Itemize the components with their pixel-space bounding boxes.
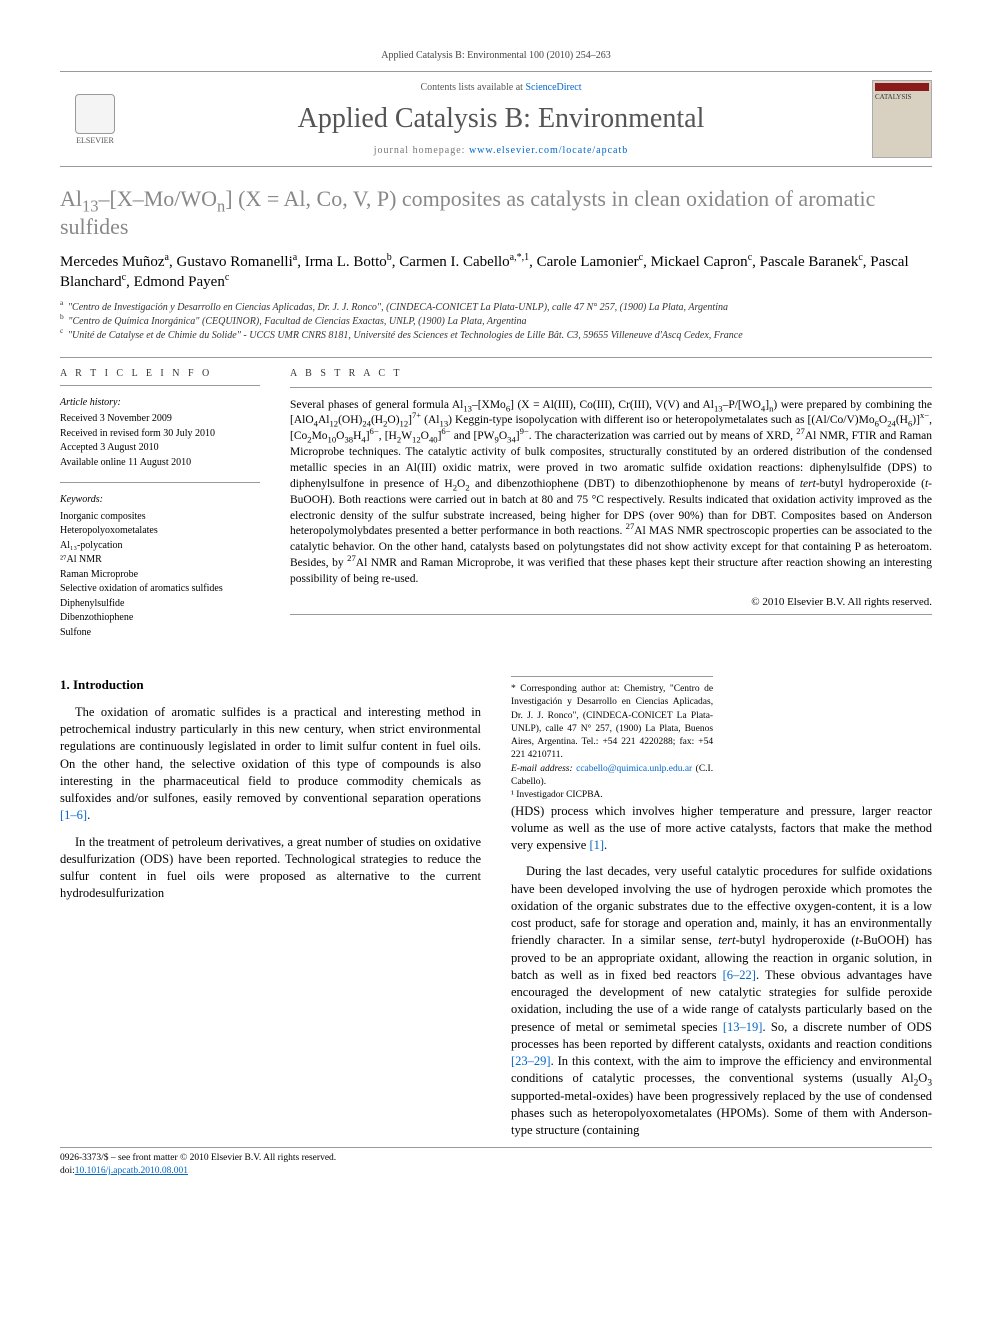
elsevier-tree-icon [75, 94, 115, 134]
doi-line: doi:10.1016/j.apcatb.2010.08.001 [60, 1165, 932, 1178]
homepage-link[interactable]: www.elsevier.com/locate/apcatb [469, 145, 628, 156]
keyword: Dibenzothiophene [60, 611, 260, 626]
abstract-copyright: © 2010 Elsevier B.V. All rights reserved… [290, 596, 932, 608]
affiliations: a "Centro de Investigación y Desarrollo … [60, 301, 932, 343]
footnote-1: ¹ Investigador CICPBA. [511, 789, 713, 802]
footer-bar: 0926-3373/$ – see front matter © 2010 El… [60, 1147, 932, 1178]
body-paragraph: (HDS) process which involves higher temp… [511, 803, 932, 855]
history-received: Received 3 November 2009 [60, 412, 260, 427]
article-history: Article history: Received 3 November 200… [60, 396, 260, 471]
history-revised: Received in revised form 30 July 2010 [60, 427, 260, 442]
article-info-column: A R T I C L E I N F O Article history: R… [60, 368, 260, 653]
sciencedirect-link[interactable]: ScienceDirect [525, 82, 581, 93]
keyword: Sulfone [60, 626, 260, 641]
info-abstract-row: A R T I C L E I N F O Article history: R… [60, 368, 932, 653]
abstract-column: A B S T R A C T Several phases of genera… [290, 368, 932, 653]
doi-link[interactable]: 10.1016/j.apcatb.2010.08.001 [75, 1166, 188, 1176]
body-paragraph: In the treatment of petroleum derivative… [60, 834, 481, 903]
article-info-heading: A R T I C L E I N F O [60, 368, 260, 379]
authors-line: Mercedes Muñoza, Gustavo Romanellia, Irm… [60, 252, 932, 293]
body-two-column: 1. Introduction The oxidation of aromati… [60, 676, 932, 1139]
body-paragraph: The oxidation of aromatic sulfides is a … [60, 704, 481, 825]
homepage-prefix: journal homepage: [374, 145, 469, 156]
issn-line: 0926-3373/$ – see front matter © 2010 El… [60, 1152, 932, 1165]
affiliation-b: b "Centro de Química Inorgánica" (CEQUIN… [60, 315, 932, 329]
contents-prefix: Contents lists available at [420, 82, 525, 93]
section-1-heading: 1. Introduction [60, 676, 481, 694]
elsevier-logo: ELSEVIER [60, 84, 130, 154]
rule-info-2 [60, 482, 260, 483]
journal-banner: ELSEVIER Contents lists available at Sci… [60, 71, 932, 167]
journal-cover-thumbnail: CATALYSIS [872, 80, 932, 158]
history-accepted: Accepted 3 August 2010 [60, 441, 260, 456]
keyword: Heteropolyoxometalates [60, 524, 260, 539]
author-email-link[interactable]: ccabello@quimica.unlp.edu.ar [576, 764, 692, 774]
cover-word: CATALYSIS [875, 93, 911, 101]
elsevier-label: ELSEVIER [76, 136, 114, 145]
banner-center: Contents lists available at ScienceDirec… [130, 82, 872, 156]
rule-abstract [290, 387, 932, 388]
journal-name: Applied Catalysis B: Environmental [130, 103, 872, 135]
keyword: Al₁₃-polycation [60, 539, 260, 554]
rule-above-info [60, 357, 932, 358]
affiliation-c: c "Unité de Catalyse et de Chimie du Sol… [60, 329, 932, 343]
homepage-line: journal homepage: www.elsevier.com/locat… [130, 145, 872, 156]
rule-info-1 [60, 385, 260, 386]
email-label: E-mail address: [511, 764, 573, 774]
keyword: Selective oxidation of aromatics sulfide… [60, 582, 260, 597]
footnotes: * Corresponding author at: Chemistry, "C… [511, 676, 713, 803]
cover-band [875, 83, 929, 91]
contents-available-line: Contents lists available at ScienceDirec… [130, 82, 872, 93]
keyword: Raman Microprobe [60, 568, 260, 583]
doi-label: doi: [60, 1166, 75, 1176]
running-citation: Applied Catalysis B: Environmental 100 (… [60, 50, 932, 61]
email-line: E-mail address: ccabello@quimica.unlp.ed… [511, 763, 713, 790]
keywords-block: Keywords: Inorganic composites Heteropol… [60, 493, 260, 640]
keywords-heading: Keywords: [60, 493, 260, 508]
affiliation-a: a "Centro de Investigación y Desarrollo … [60, 301, 932, 315]
abstract-heading: A B S T R A C T [290, 368, 932, 379]
keyword: ²⁷Al NMR [60, 553, 260, 568]
corresponding-author-note: * Corresponding author at: Chemistry, "C… [511, 683, 713, 763]
rule-below-abstract [290, 614, 932, 615]
keyword: Inorganic composites [60, 510, 260, 525]
abstract-text: Several phases of general formula Al13–[… [290, 398, 932, 588]
article-title: Al13–[X–Mo/WOn] (X = Al, Co, V, P) compo… [60, 185, 932, 240]
keywords-list: Inorganic composites Heteropolyoxometala… [60, 510, 260, 641]
page: Applied Catalysis B: Environmental 100 (… [0, 0, 992, 1228]
history-online: Available online 11 August 2010 [60, 456, 260, 471]
history-heading: Article history: [60, 396, 260, 411]
keyword: Diphenylsulfide [60, 597, 260, 612]
body-paragraph: During the last decades, very useful cat… [511, 863, 932, 1139]
